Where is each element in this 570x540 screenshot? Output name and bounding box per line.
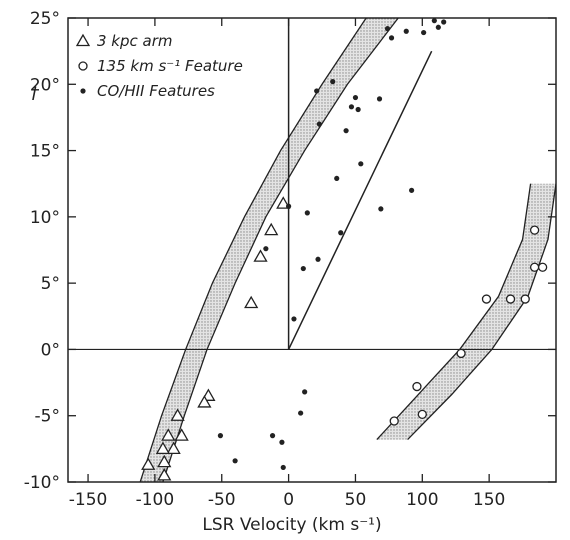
- data-point-triangle: [157, 468, 172, 481]
- x-tick-label: -100: [136, 490, 175, 510]
- data-point-circle: [417, 409, 427, 420]
- legend-label-circle: 135 km s⁻¹ Feature: [97, 57, 243, 75]
- data-point-circle: [481, 294, 492, 304]
- diagonal-line: [287, 50, 433, 350]
- band-2-left-edge: [376, 183, 532, 441]
- data-point-triangle: [244, 295, 259, 309]
- x-axis-title: LSR Velocity (km s⁻¹): [202, 515, 381, 535]
- data-point-dot: [280, 464, 286, 471]
- data-point-dot: [376, 96, 383, 102]
- x-tick-label: -150: [69, 490, 108, 510]
- data-point-dot: [269, 433, 276, 439]
- data-point-dot: [217, 433, 224, 439]
- data-point-dot: [314, 88, 320, 94]
- data-point-circle: [537, 262, 548, 272]
- legend-label-triangle: 3 kpc arm: [97, 32, 173, 50]
- data-point-dot: [302, 389, 308, 395]
- legend-marker-circle: [78, 61, 88, 71]
- data-point-dot: [300, 265, 306, 272]
- band-1-right-edge: [162, 18, 399, 482]
- legend: 3 kpc arm 135 km s⁻¹ Feature CO/HΙΙ Featur…: [75, 32, 243, 100]
- y-tick-label: 15°: [30, 142, 60, 162]
- data-point-circle: [529, 262, 540, 272]
- data-point-dot: [291, 316, 297, 322]
- data-point-dot: [421, 29, 427, 36]
- data-point-triangle: [141, 457, 156, 470]
- y-tick-label: 20°: [30, 75, 60, 95]
- x-tick-label: -50: [208, 490, 236, 510]
- band-2-fill: [376, 183, 556, 440]
- y-tick-label: -10°: [24, 473, 60, 493]
- data-point-dot: [441, 19, 447, 25]
- data-point-dot: [343, 128, 349, 134]
- data-point-dot: [409, 187, 415, 193]
- band-1-left-edge: [139, 18, 367, 482]
- y-tick-label: 10°: [30, 208, 60, 228]
- data-point-dot: [435, 24, 441, 30]
- data-point-dot: [352, 94, 359, 101]
- data-point-triangle: [166, 441, 181, 455]
- data-point-dot: [388, 35, 395, 41]
- y-tick-label: 5°: [41, 274, 60, 294]
- data-point-dot: [279, 439, 285, 445]
- data-point-triangle: [174, 428, 189, 441]
- data-point-dot: [384, 26, 391, 32]
- data-point-dot: [358, 161, 364, 167]
- data-point-dot: [403, 28, 409, 34]
- x-tick-label: 50: [345, 490, 367, 510]
- data-point-triangle: [170, 408, 185, 421]
- data-point-triangle: [197, 395, 212, 408]
- data-point-dot: [298, 410, 304, 416]
- data-point-dot: [355, 106, 361, 113]
- data-point-triangle: [155, 441, 171, 455]
- x-tick-label: 0: [283, 490, 294, 510]
- data-point-circle: [529, 225, 540, 235]
- data-point-dot: [378, 206, 384, 212]
- data-point-dot: [431, 18, 437, 24]
- legend-marker-dot: [80, 88, 86, 94]
- y-tick-label: 25°: [30, 9, 60, 29]
- data-point-dot: [338, 230, 344, 236]
- data-point-circle: [389, 416, 399, 426]
- data-point-triangle: [264, 222, 279, 236]
- data-point-dot: [334, 175, 340, 182]
- data-point-triangle: [161, 428, 176, 441]
- plot-frame: [67, 17, 557, 483]
- series-dot-points: [217, 18, 447, 471]
- data-point-dot: [315, 256, 321, 262]
- data-point-dot: [232, 458, 238, 464]
- data-point-dot: [263, 246, 269, 252]
- legend-label-dot: CO/HΙΙ Features: [97, 82, 215, 100]
- data-point-dot: [304, 210, 310, 216]
- data-point-dot: [330, 79, 336, 85]
- series-triangle-points: [141, 196, 291, 481]
- data-point-dot: [348, 104, 355, 110]
- series-circle-points: [389, 225, 548, 426]
- y-axis-title: l: [31, 84, 36, 105]
- y-tick-label: -5°: [35, 407, 60, 427]
- x-tick-label: 100: [406, 490, 438, 510]
- y-tick-label: 0°: [41, 340, 60, 360]
- data-point-circle: [456, 348, 466, 359]
- data-point-circle: [505, 294, 516, 304]
- x-tick-label: 150: [473, 490, 505, 510]
- band-2-right-edge: [407, 183, 556, 441]
- data-point-circle: [412, 381, 422, 392]
- data-point-dot: [316, 121, 322, 127]
- data-point-circle: [520, 294, 530, 304]
- data-point-triangle: [157, 454, 172, 468]
- data-point-dot: [286, 203, 292, 209]
- data-point-triangle: [253, 249, 268, 262]
- legend-marker-triangle: [75, 33, 91, 47]
